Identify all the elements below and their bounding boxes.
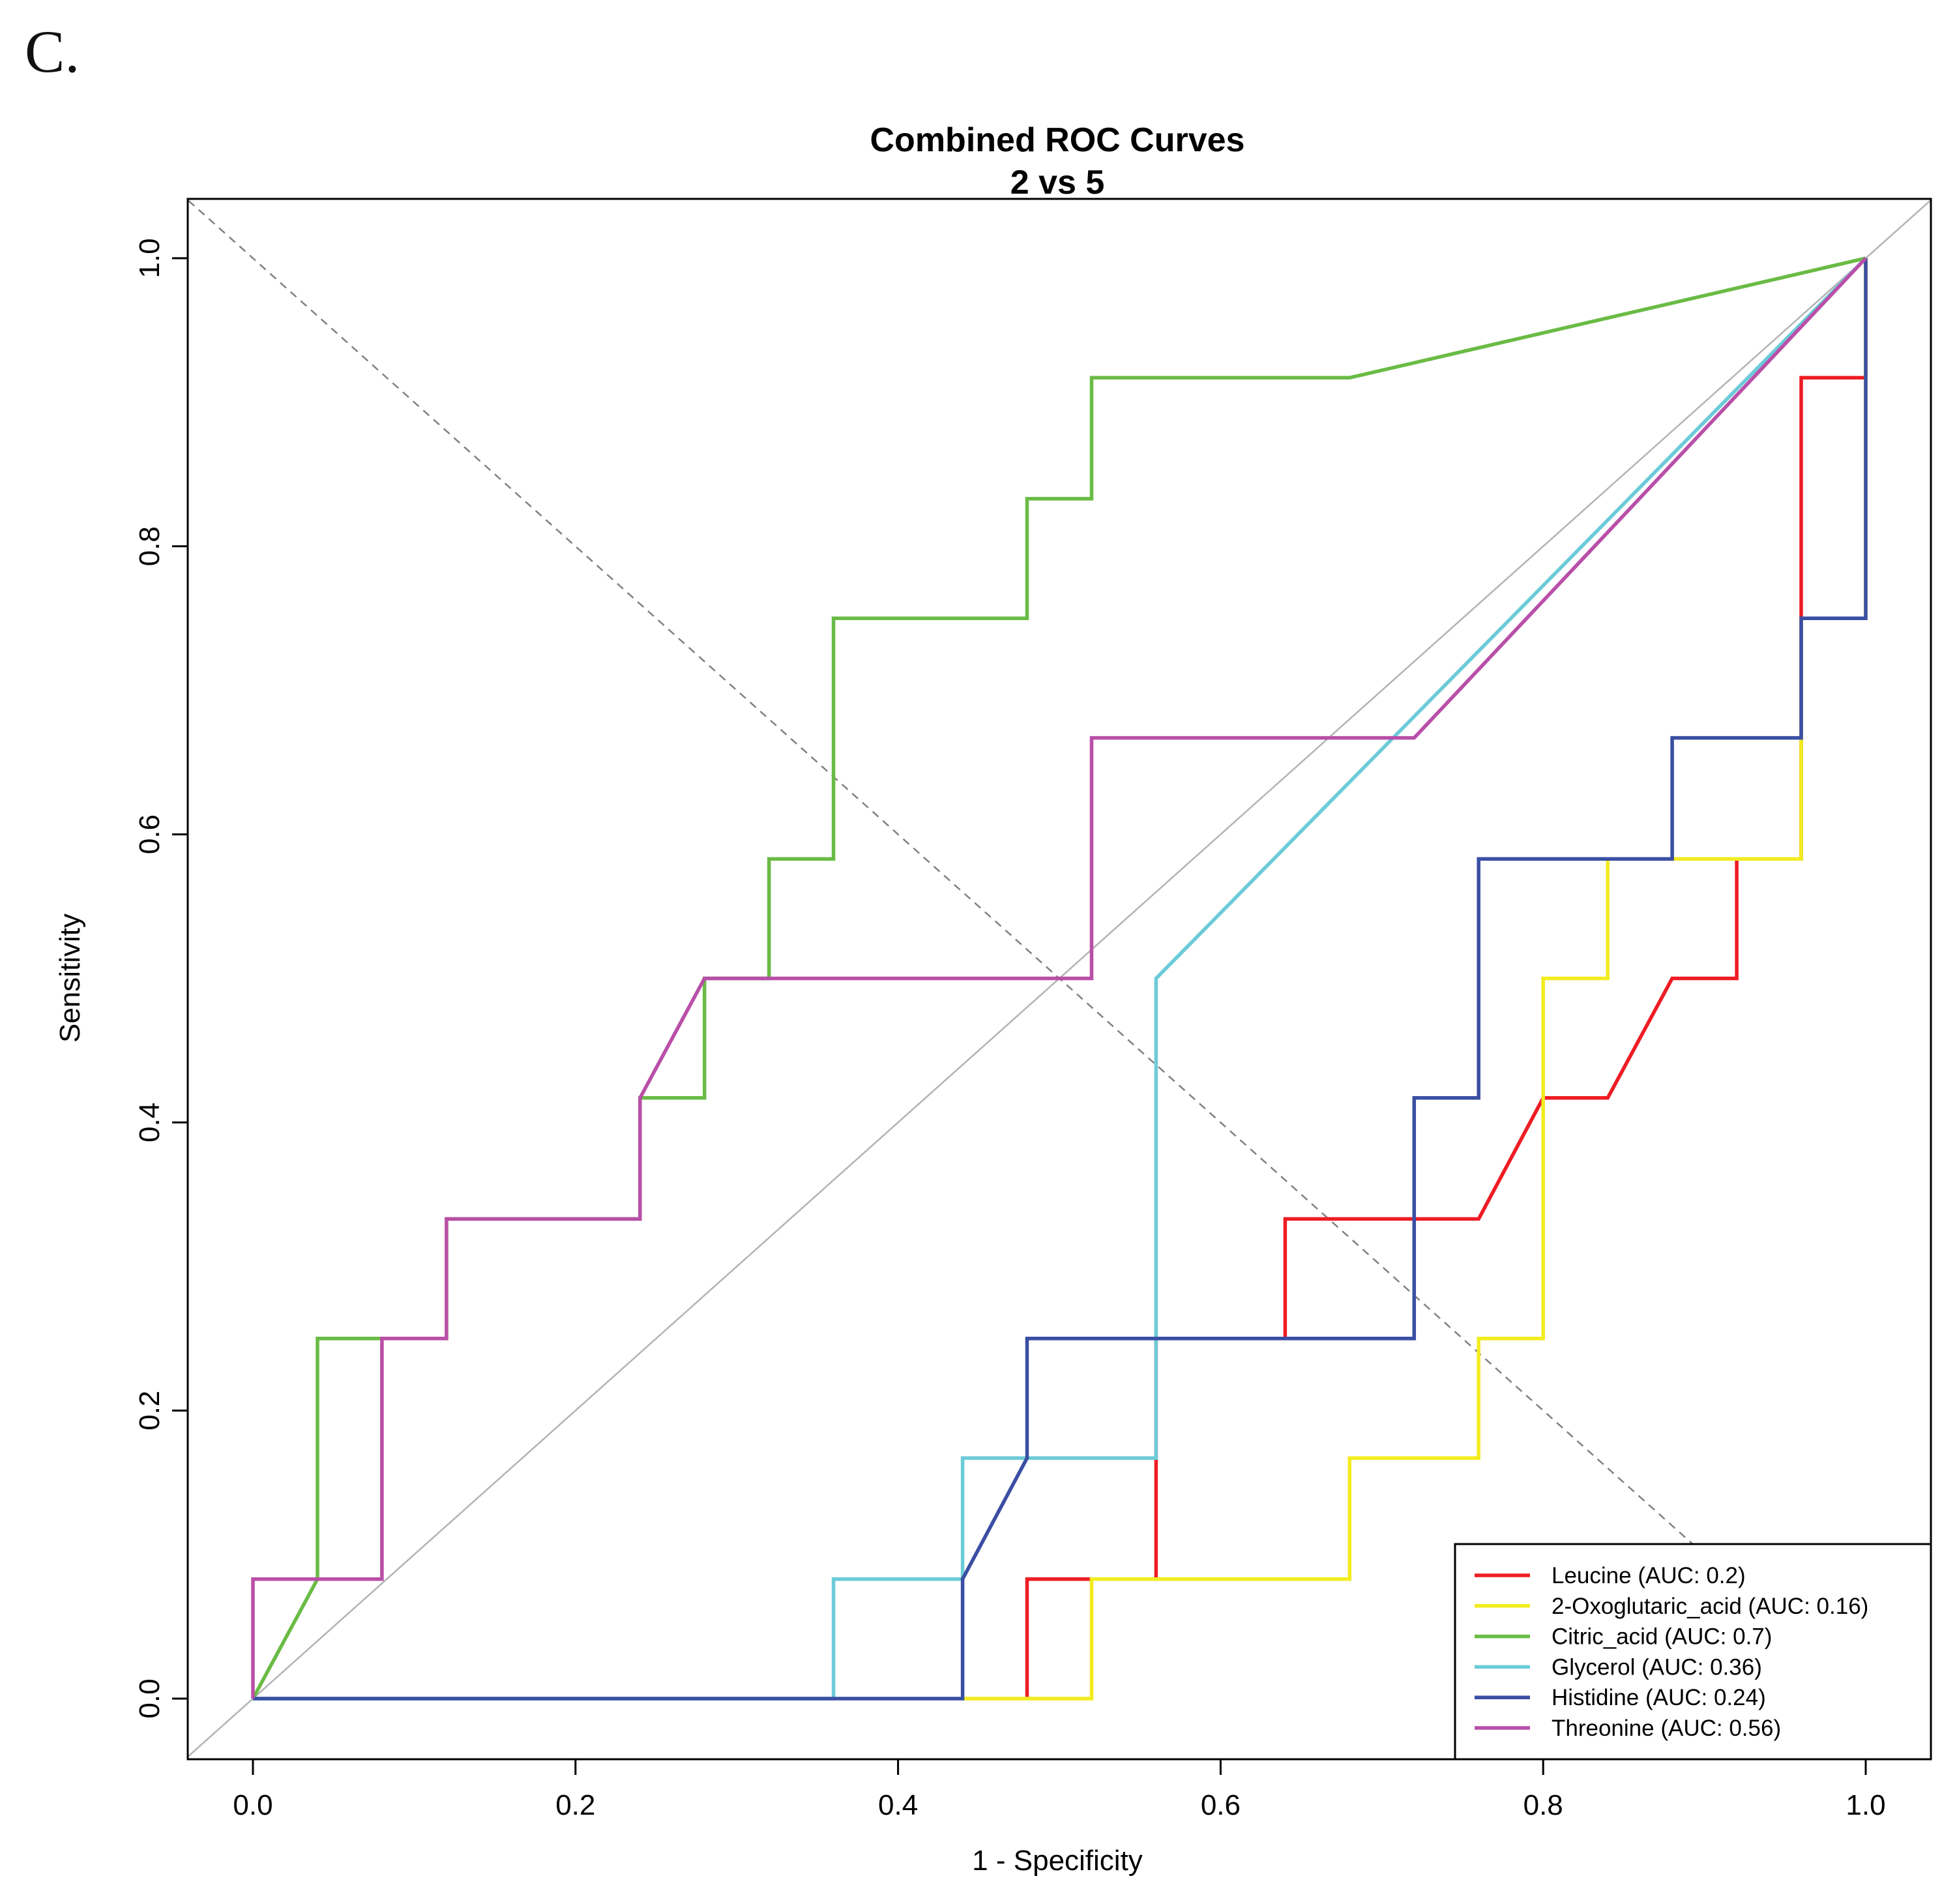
x-axis-label: 1 - Specificity [972, 1845, 1143, 1877]
plot-area [188, 200, 1931, 1757]
roc-curve-1 [1025, 258, 1868, 1699]
legend-item-label: Citric_acid (AUC: 0.7) [1552, 1624, 1772, 1650]
x-tick-label: 0.6 [1201, 1789, 1241, 1821]
x-tick-label: 0.4 [878, 1789, 918, 1821]
x-tick-label: 0.0 [233, 1789, 272, 1821]
y-tick-label: 0.2 [134, 1391, 166, 1431]
legend-item-label: Glycerol (AUC: 0.36) [1552, 1654, 1762, 1680]
legend-item-label: Threonine (AUC: 0.56) [1552, 1716, 1781, 1741]
chart-title: Combined ROC Curves [870, 121, 1245, 159]
y-tick-label: 0.6 [134, 814, 166, 854]
legend-item-label: Leucine (AUC: 0.2) [1552, 1563, 1746, 1588]
x-tick-label: 0.2 [555, 1789, 595, 1821]
roc-curve-6 [251, 257, 1868, 1699]
x-tick-label: 0.8 [1523, 1789, 1563, 1821]
legend: Leucine (AUC: 0.2) 2-Oxoglutaric_acid (AU… [1454, 1543, 1932, 1761]
y-tick-label: 0.8 [134, 526, 166, 566]
legend-item-label: Histidine (AUC: 0.24) [1552, 1685, 1766, 1710]
legend-box [1454, 1543, 1932, 1761]
roc-curve-5 [253, 258, 1868, 1701]
roc-curve-4 [253, 257, 1867, 1701]
y-tick-label: 1.0 [134, 238, 166, 278]
y-tick-label: 0.0 [134, 1678, 166, 1718]
panel-label: C. [25, 18, 80, 85]
axes: 0.0 0.2 0.4 0.6 0.8 1.0 0.0 0.2 0.4 0.6 0.8 1.0 [134, 198, 1932, 1821]
y-tick-label: 0.4 [134, 1103, 166, 1142]
y-axis-label: Sensitivity [54, 914, 86, 1043]
x-tick-label: 1.0 [1846, 1789, 1885, 1821]
legend-item-label: 2-Oxoglutaric_acid (AUC: 0.16) [1552, 1594, 1868, 1619]
chart-subtitle: 2 vs 5 [1010, 164, 1105, 201]
